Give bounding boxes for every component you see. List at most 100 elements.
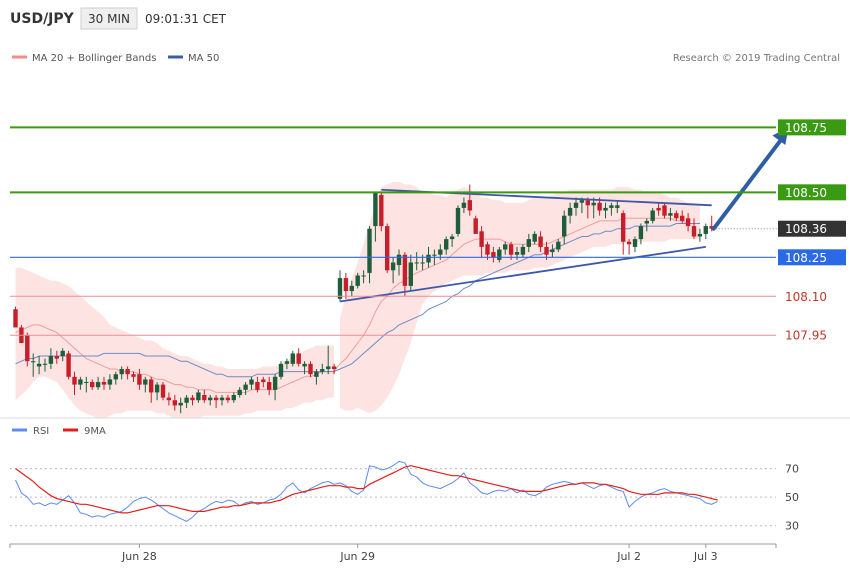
candle-body	[420, 262, 425, 264]
candle-body	[656, 207, 661, 211]
trendline-lower	[339, 246, 706, 303]
candle-body	[166, 397, 172, 401]
candle-body	[249, 379, 254, 385]
level-label: 108.10	[785, 290, 827, 304]
current-price-label: 108.36	[785, 222, 827, 236]
candle-body	[225, 397, 231, 401]
candle-body	[143, 379, 148, 385]
time-axis-label: Jun 28	[121, 550, 157, 563]
candle-body	[385, 226, 390, 271]
candle-body	[149, 379, 154, 393]
candle-body	[579, 200, 585, 203]
candle-body	[337, 278, 343, 299]
candle-body	[272, 376, 278, 390]
candle-body	[680, 215, 685, 221]
candle-body	[585, 200, 590, 206]
candle-body	[414, 262, 419, 264]
rsi-legend-label: RSI	[33, 426, 49, 437]
candle-body	[461, 202, 467, 208]
candle-body	[473, 218, 478, 234]
time-axis: Jun 28 Jun 29 Jul 2 Jul 3	[9, 543, 777, 563]
credit-label: Research © 2019 Trading Central	[673, 53, 840, 64]
timeframe-box[interactable]	[80, 7, 138, 30]
candle-body	[674, 213, 679, 219]
rsi-legend: RSI 9MA	[12, 426, 106, 437]
candle-body	[107, 379, 113, 385]
candle-body	[326, 366, 331, 370]
candle-body	[432, 254, 437, 256]
candle-body	[255, 382, 260, 390]
level-label: 108.75	[785, 121, 827, 135]
candle-body	[573, 202, 579, 208]
candle-body	[237, 389, 242, 396]
time-axis-label: Jun 29	[339, 550, 375, 563]
ma50-line	[15, 223, 700, 378]
candle-body	[48, 356, 54, 364]
candle-body	[60, 350, 65, 357]
candle-body	[603, 207, 608, 211]
time-label: 09:01:31 CET	[145, 12, 227, 26]
candle-body	[78, 379, 83, 385]
candle-body	[550, 249, 555, 253]
level-label: 107.95	[785, 329, 827, 343]
candle-body	[54, 356, 59, 359]
candle-body	[597, 202, 602, 211]
candle-body	[538, 236, 543, 247]
candle-body	[202, 395, 207, 401]
candle-body	[638, 226, 644, 240]
bollinger-band-fill	[15, 267, 335, 419]
forecast-arrow-shaft	[711, 133, 787, 231]
candle-body	[361, 275, 366, 277]
candle-body	[320, 369, 325, 372]
candle-body	[662, 205, 667, 216]
symbol-label: USD/JPY	[10, 11, 75, 27]
candle-body	[160, 384, 166, 398]
candle-body	[101, 382, 107, 385]
candle-body	[267, 382, 272, 390]
candle-body	[137, 374, 142, 385]
rsi-tick-label: 70	[785, 463, 799, 476]
time-axis-label: Jul 3	[693, 550, 718, 563]
candle-body	[367, 228, 372, 273]
candle-body	[131, 374, 136, 377]
candle-body	[213, 397, 219, 401]
candle-body	[685, 218, 691, 227]
candle-body	[231, 395, 236, 401]
candle-body	[355, 275, 360, 286]
candle-body	[95, 382, 101, 388]
candle-body	[178, 402, 183, 406]
candle-body	[615, 205, 620, 208]
candle-body	[208, 397, 213, 401]
candle-body	[36, 363, 42, 367]
candle-body	[13, 309, 18, 328]
level-label: 108.50	[785, 186, 827, 200]
ma9-legend-label: 9MA	[84, 426, 106, 437]
candle-body	[444, 239, 449, 250]
time-axis-label: Jul 2	[616, 550, 641, 563]
rsi-panel: 70 50 30	[10, 460, 799, 533]
candle-body	[331, 366, 337, 370]
current-price-box	[778, 220, 846, 237]
rsi-ma9-line	[15, 465, 718, 514]
price-panel	[13, 127, 789, 419]
candle-body	[609, 205, 614, 208]
candle-body	[190, 397, 195, 401]
candle-body	[261, 379, 266, 383]
level-label: 108.25	[785, 251, 827, 265]
level-box	[778, 119, 846, 136]
candle-body	[503, 244, 508, 250]
candle-body	[438, 249, 443, 255]
candle-body	[373, 192, 378, 227]
candle-body	[25, 335, 30, 362]
candle-body	[172, 400, 177, 406]
candle-body	[644, 220, 649, 224]
header: USD/JPY 30 MIN 09:01:31 CET	[10, 7, 227, 30]
candle-body	[455, 207, 461, 234]
candle-body	[284, 361, 290, 364]
candle-body	[219, 397, 225, 401]
candle-body	[626, 241, 632, 245]
candle-body	[467, 200, 472, 211]
candle-body	[532, 233, 537, 242]
